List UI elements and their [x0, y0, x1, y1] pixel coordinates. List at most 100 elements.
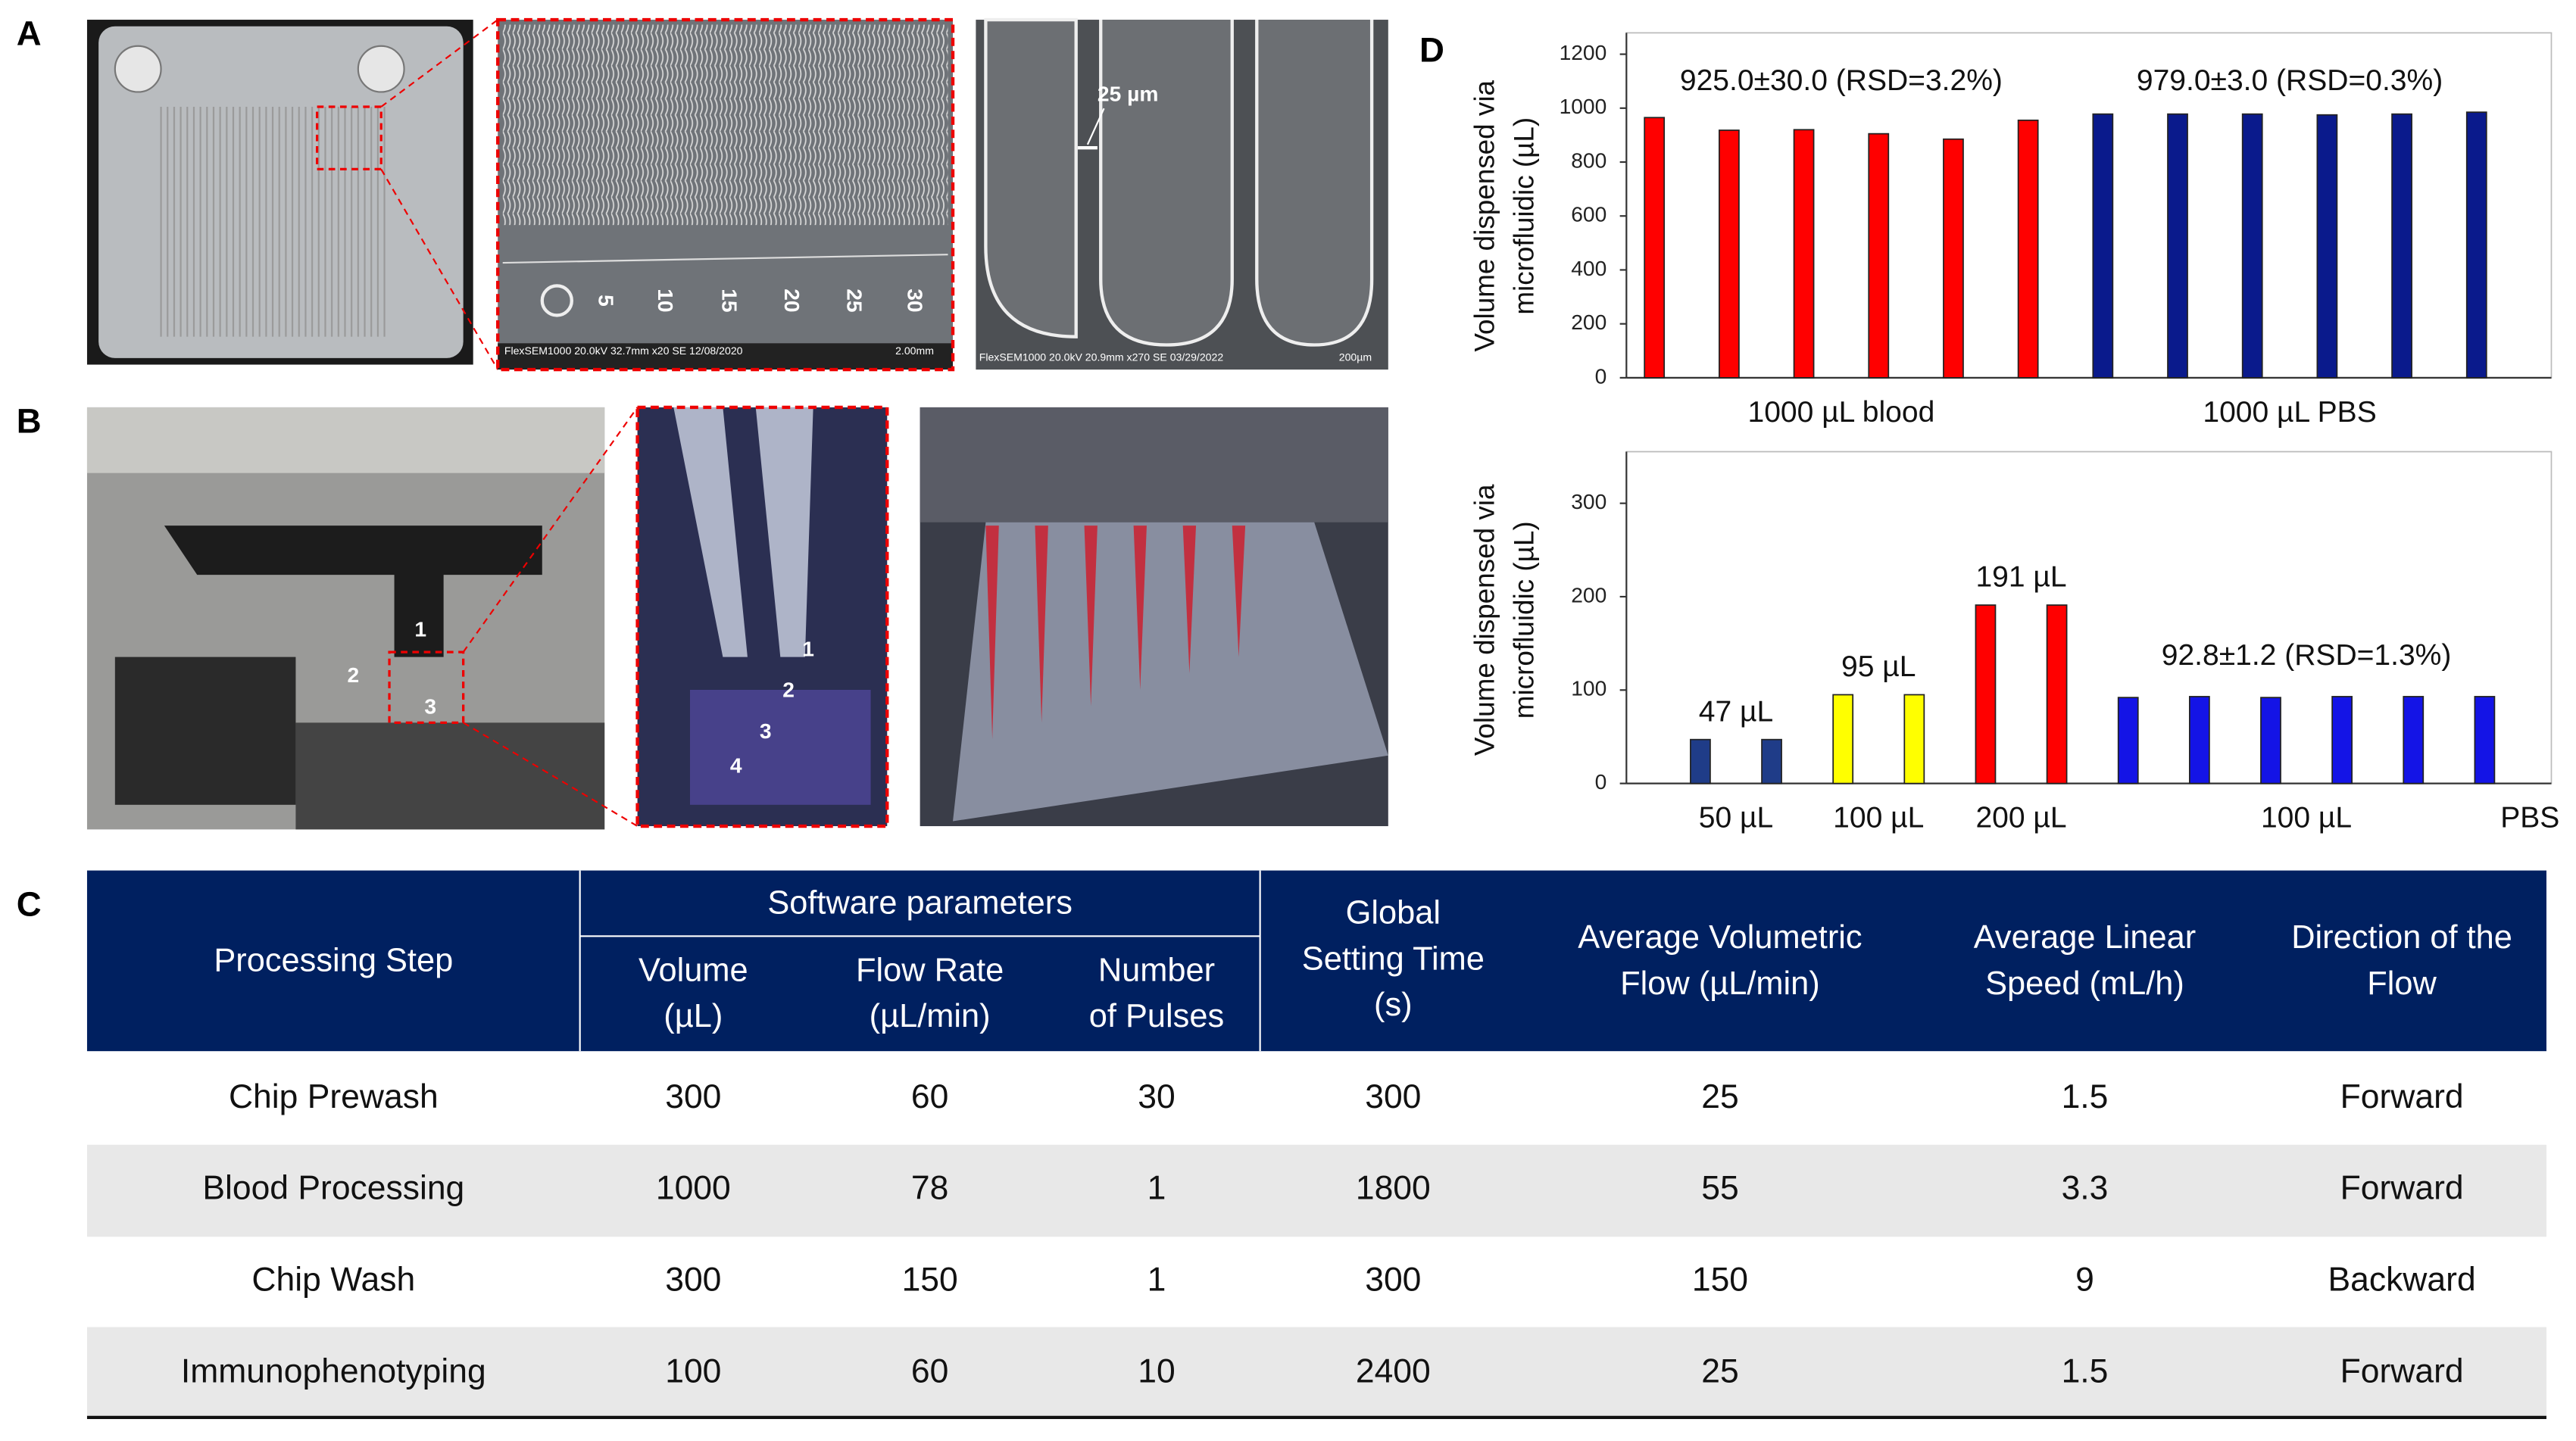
group-label: 200 µL [1975, 802, 2066, 834]
bar [1832, 694, 1854, 784]
bar [1690, 738, 1711, 784]
scale-mark: 10 [654, 289, 678, 312]
bar [2017, 119, 2039, 379]
scale-mark: 5 [595, 295, 619, 307]
bar [2391, 113, 2412, 379]
sem-scale: 200µm [1339, 351, 1372, 363]
width-label: 25 µm [1098, 81, 1159, 105]
bar [1793, 129, 1815, 379]
photo-label: 4 [730, 753, 742, 777]
y-tick-label: 0 [1595, 363, 1607, 388]
bar [2316, 114, 2338, 379]
column-header: Flow (µL/min) [1620, 965, 1820, 1002]
y-tick-label: 400 [1571, 256, 1606, 280]
bar [2260, 697, 2281, 784]
bar [2241, 113, 2263, 379]
value-label: 47 µL [1699, 695, 1773, 728]
value-label: 191 µL [1975, 561, 2066, 594]
column-header: Volume [639, 953, 748, 989]
sem-scale: 2.00mm [895, 345, 934, 357]
scale-mark: 15 [717, 289, 742, 312]
y-tick-label: 800 [1571, 148, 1606, 172]
annotation: 979.0±3.0 (RSD=0.3%) [2137, 64, 2443, 97]
y-axis-label: Volume dispensed via [1469, 80, 1500, 351]
column-header: (µL) [664, 998, 723, 1034]
bar [1975, 604, 1997, 784]
panel-label: C [17, 884, 42, 923]
table-cell: 1.5 [2062, 1352, 2109, 1390]
photo-label: 1 [414, 616, 426, 641]
column-header: Flow [2367, 965, 2437, 1002]
scale-mark: 25 [842, 289, 866, 312]
panel-label: A [17, 14, 42, 53]
column-header: Global [1346, 895, 1441, 931]
scale-mark: 20 [780, 289, 804, 312]
group-label: 1000 µL blood [1748, 396, 1935, 429]
column-header: Processing Step [214, 943, 453, 979]
column-header: of Pulses [1089, 998, 1224, 1034]
photo-label: 2 [782, 678, 795, 702]
table-cell: 1 [1147, 1170, 1166, 1207]
table-cell: 150 [1692, 1261, 1748, 1298]
table-cell: 150 [902, 1261, 958, 1298]
table-cell: 1 [1147, 1261, 1166, 1298]
bar [1943, 138, 1964, 379]
x-note: PBS [2500, 802, 2559, 834]
column-header: Direction of the [2291, 919, 2512, 956]
y-axis-label: microfluidic (µL) [1509, 117, 1540, 315]
table-cell: Chip Prewash [229, 1078, 439, 1115]
table-cell: Forward [2340, 1352, 2464, 1390]
array-photo [920, 407, 1388, 827]
sem-caption: FlexSEM1000 20.0kV 20.9mm x270 SE 03/29/… [979, 351, 1224, 363]
bar [2465, 111, 2487, 379]
table-cell: 78 [911, 1170, 948, 1207]
table-cell: 10 [1138, 1352, 1175, 1390]
bar [2474, 696, 2496, 784]
bar [1868, 133, 1890, 379]
sem-image [496, 17, 955, 372]
panel-label: B [17, 402, 42, 441]
table-cell: 55 [1701, 1170, 1738, 1207]
column-header: (s) [1374, 987, 1413, 1023]
bar [2046, 604, 2068, 784]
y-tick-label: 1000 [1560, 94, 1607, 118]
table-cell: 100 [665, 1352, 721, 1390]
table-cell: 1800 [1356, 1170, 1431, 1207]
table-cell: 3.3 [2062, 1170, 2109, 1207]
column-header: Average Volumetric [1578, 919, 1862, 956]
table-cell: Forward [2340, 1078, 2464, 1115]
y-tick-label: 100 [1571, 676, 1606, 700]
bar [2188, 696, 2210, 784]
group-label: 50 µL [1699, 802, 1773, 834]
value-label: 95 µL [1841, 650, 1916, 683]
table-cell: 25 [1701, 1352, 1738, 1390]
table-cell: Backward [2328, 1261, 2475, 1298]
photo-label: 1 [802, 636, 814, 660]
table-cell: 60 [911, 1352, 948, 1390]
bar [2403, 696, 2425, 784]
table-cell: 2400 [1356, 1352, 1431, 1390]
group-label: 100 µL [1833, 802, 1924, 834]
bar [2167, 113, 2188, 379]
y-axis-label: microfluidic (µL) [1509, 521, 1540, 719]
table-cell: 300 [665, 1261, 721, 1298]
bar [2331, 696, 2353, 784]
bar [1761, 738, 1782, 784]
bar [1644, 117, 1666, 379]
column-header: Speed (mL/h) [1985, 965, 2184, 1002]
table-cell: Chip Wash [251, 1261, 415, 1298]
bar [1718, 129, 1740, 379]
y-tick-label: 300 [1571, 489, 1606, 513]
panel-label: D [1419, 30, 1444, 69]
sem-image [976, 17, 1388, 370]
table-cell: 1000 [656, 1170, 731, 1207]
bar [2117, 697, 2139, 784]
table-cell: 25 [1701, 1078, 1738, 1115]
group-label: 100 µL [2261, 802, 2352, 834]
table-cell: 30 [1138, 1078, 1175, 1115]
sem-caption: FlexSEM1000 20.0kV 32.7mm x20 SE 12/08/2… [504, 345, 743, 357]
annotation: 92.8±1.2 (RSD=1.3%) [2162, 639, 2452, 672]
y-tick-label: 600 [1571, 202, 1606, 226]
photo-label: 3 [424, 694, 436, 718]
